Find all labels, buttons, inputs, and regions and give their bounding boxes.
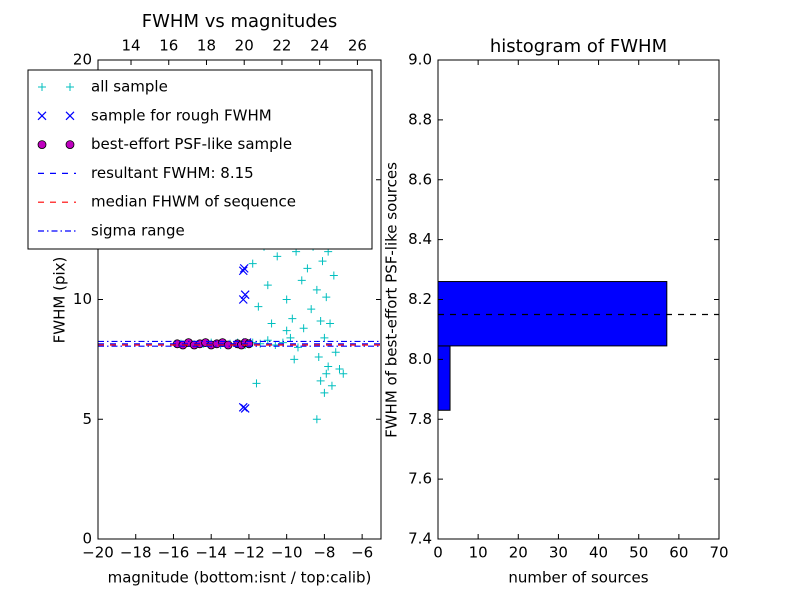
plus-marker [316, 317, 325, 326]
plus-marker [307, 305, 316, 314]
plus-marker [297, 276, 306, 285]
chart-title: histogram of FWHM [490, 36, 667, 57]
legend-marker [37, 111, 47, 121]
legend-label: sample for rough FWHM [91, 106, 272, 124]
x2-tick-label: 14 [121, 37, 140, 55]
plus-marker [324, 362, 333, 371]
x-tick-label: −18 [120, 544, 152, 562]
x-tick-label: −16 [158, 544, 190, 562]
plus-marker [290, 355, 299, 364]
x-tick-label: 40 [589, 544, 608, 562]
x-tick-label: −6 [351, 544, 373, 562]
plus-marker [314, 352, 323, 361]
plus-marker [331, 348, 340, 357]
y-tick-label: 8.6 [408, 170, 432, 188]
plus-marker [254, 302, 263, 311]
plus-marker [335, 364, 344, 373]
x-axis-label: number of sources [508, 569, 648, 587]
x-tick-label: 60 [669, 544, 688, 562]
plus-marker [293, 343, 302, 352]
plus-marker [320, 333, 329, 342]
x-tick-label: 50 [629, 544, 648, 562]
plus-marker [320, 388, 329, 397]
x-marker [240, 404, 250, 413]
y-tick-label: 7.6 [408, 470, 432, 488]
x-marker [239, 263, 249, 273]
plus-marker [329, 271, 338, 280]
x-tick-label: 70 [709, 544, 728, 562]
plus-marker [282, 295, 291, 304]
x-tick-label: 20 [509, 544, 528, 562]
plot-area [438, 281, 719, 411]
y-tick-label: 5 [82, 410, 92, 428]
histogram-bar [438, 281, 668, 347]
x-marker [238, 266, 248, 276]
legend-label: resultant FWHM: 8.15 [91, 164, 254, 182]
y-tick-label: 10 [73, 290, 92, 308]
x-tick-label: −14 [195, 544, 227, 562]
plus-marker [252, 379, 261, 388]
chart-title: FWHM vs magnitudes [142, 11, 337, 32]
x-tick-label: 0 [433, 544, 443, 562]
plus-marker [316, 376, 325, 385]
plus-marker [288, 314, 297, 323]
y-axis-label: FWHM (pix) [51, 257, 69, 344]
x-tick-label: −10 [271, 544, 303, 562]
y-tick-label: 7.4 [408, 530, 432, 548]
x-marker [240, 290, 250, 300]
plus-marker [299, 324, 308, 333]
x2-tick-label: 16 [159, 37, 178, 55]
plus-marker [327, 381, 336, 390]
legend-label: median FHWM of sequence [91, 193, 296, 211]
y-tick-label: 8.4 [408, 230, 432, 248]
y-tick-label: 7.8 [408, 410, 432, 428]
legend-label: sigma range [91, 222, 185, 240]
x-tick-label: −12 [233, 544, 265, 562]
x2-tick-label: 24 [310, 37, 329, 55]
legend-marker [65, 111, 75, 121]
x-tick-label: 10 [469, 544, 488, 562]
legend-box [27, 69, 373, 250]
y-tick-label: 0 [82, 530, 92, 548]
x2-tick-label: 18 [197, 37, 216, 55]
x-tick-label: −8 [313, 544, 335, 562]
x-tick-label: 30 [549, 544, 568, 562]
y-tick-label: 8.0 [408, 350, 432, 368]
x2-tick-label: 26 [348, 37, 367, 55]
plus-marker [286, 333, 295, 342]
plus-marker [267, 319, 276, 328]
plus-marker [263, 281, 272, 290]
y-tick-label: 8.2 [408, 290, 432, 308]
x-marker [238, 295, 248, 304]
plus-marker [322, 293, 331, 302]
legend-label: all sample [91, 78, 168, 96]
plus-marker [326, 319, 335, 328]
plus-marker [322, 369, 331, 378]
histogram-bar [438, 345, 451, 411]
y-tick-label: 20 [73, 51, 92, 69]
plus-marker [263, 336, 272, 345]
x2-tick-label: 20 [235, 37, 254, 55]
plus-marker [248, 259, 257, 268]
x-tick-label: −20 [82, 544, 114, 562]
legend-marker [66, 83, 74, 91]
plus-marker [303, 264, 312, 273]
plus-marker [312, 415, 321, 424]
y-axis-label: FWHM of best-effort PSF-like sources [383, 162, 401, 438]
plus-marker [339, 369, 348, 378]
legend-marker [37, 140, 47, 150]
plus-marker [318, 257, 327, 266]
y-tick-label: 9.0 [408, 51, 432, 69]
legend-label: best-effort PSF-like sample [91, 135, 292, 153]
legend-marker [65, 140, 75, 150]
y-tick-label: 8.8 [408, 110, 432, 128]
x2-tick-label: 22 [272, 37, 291, 55]
x-axis-label: magnitude (bottom:isnt / top:calib) [108, 569, 372, 587]
plus-marker [282, 326, 291, 335]
plus-marker [273, 252, 282, 261]
plus-marker [312, 285, 321, 294]
legend-marker [38, 83, 46, 91]
